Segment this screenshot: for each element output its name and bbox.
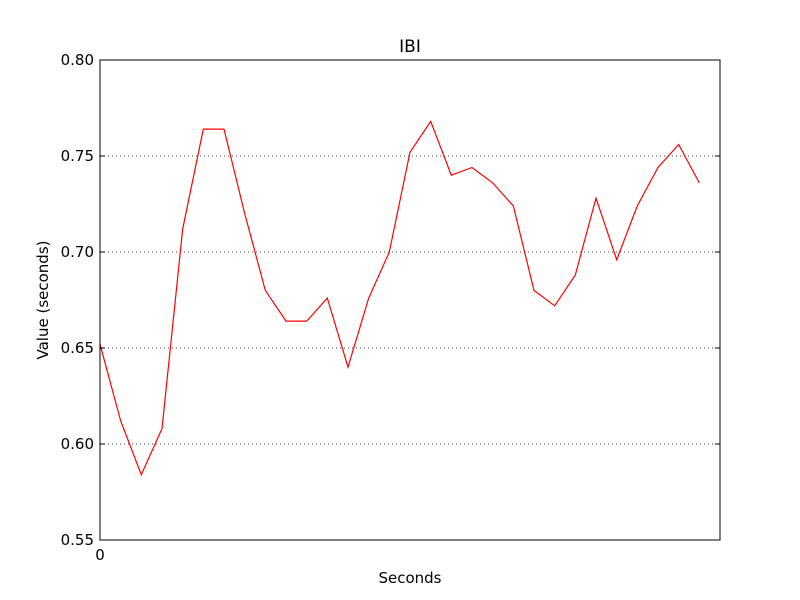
y-axis-label: Value (seconds)	[34, 241, 52, 360]
gridlines	[100, 155, 720, 445]
y-tick-label: 0.60	[61, 435, 94, 453]
x-axis-label: Seconds	[378, 569, 441, 587]
y-tick-label: 0.65	[61, 339, 94, 357]
y-tick-label: 0.80	[61, 51, 94, 69]
plot-area-frame	[99, 59, 721, 541]
y-tick-label: 0.55	[61, 531, 94, 549]
axis-ticks: 0.55 0.60 0.65 0.70 0.75 0.80 0	[61, 51, 720, 564]
x-tick-label: 0	[95, 546, 105, 564]
ibi-series-line	[99, 120, 700, 477]
y-tick-label: 0.70	[61, 243, 94, 261]
chart-title: IBI	[399, 37, 421, 57]
y-tick-label: 0.75	[61, 147, 94, 165]
